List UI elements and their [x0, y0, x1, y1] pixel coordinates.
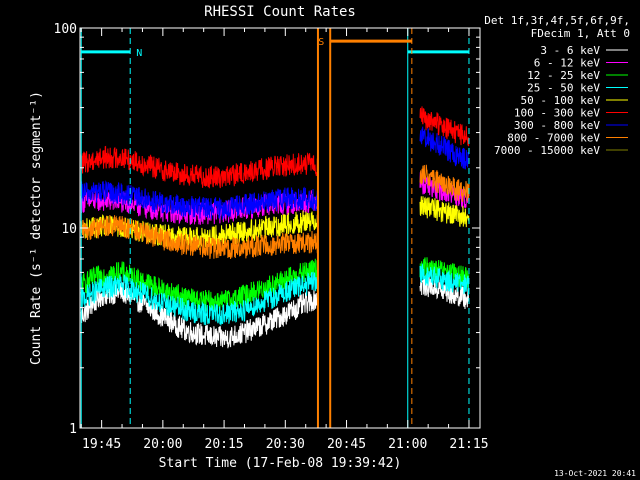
y-axis-label: Count Rate (s⁻¹ detector segment⁻¹)	[29, 91, 44, 365]
legend-label-6: 300 - 800 keV	[514, 119, 600, 132]
series-line-6-segment-0	[80, 180, 319, 221]
series-line-3-segment-1	[419, 263, 470, 296]
x-tick-label: 20:00	[143, 437, 182, 452]
x-tick-label: 21:00	[388, 437, 427, 452]
legend-label-3: 25 - 50 keV	[527, 82, 600, 95]
series-line-4-segment-1	[419, 196, 470, 228]
series-line-5-segment-1	[419, 106, 470, 147]
series-line-6-segment-1	[419, 126, 470, 170]
n-marker-label: N	[136, 48, 142, 59]
series-line-1-segment-1	[419, 172, 470, 209]
legend-label-5: 100 - 300 keV	[514, 107, 600, 120]
legend-header-1: Det 1f,3f,4f,5f,6f,9f,	[484, 14, 630, 27]
chart-title: RHESSI Count Rates	[204, 4, 356, 20]
series-line-2-segment-1	[419, 257, 470, 288]
x-tick-label: 20:45	[327, 437, 366, 452]
series-line-7-segment-0	[80, 215, 319, 260]
x-axis: 19:45 20:00 20:15 20:30 20:45 21:00 21:15	[80, 28, 489, 452]
series-line-2-segment-0	[80, 258, 319, 313]
y-axis: 1 10 100	[54, 22, 480, 437]
series-line-7-segment-1	[419, 164, 470, 202]
y-tick-label: 1	[69, 422, 77, 437]
y-tick-label: 10	[61, 222, 77, 237]
s-marker-label: S	[318, 37, 324, 48]
x-tick-label: 20:30	[266, 437, 305, 452]
x-axis-label: Start Time (17-Feb-08 19:39:42)	[159, 456, 402, 471]
x-tick-label: 20:15	[205, 437, 244, 452]
series-line-5-segment-0	[80, 145, 319, 189]
legend-header-2: FDecim 1, Att 0	[531, 27, 630, 40]
legend-label-8: 7000 - 15000 keV	[494, 144, 600, 157]
y-tick-label: 100	[54, 22, 77, 37]
legend-label-2: 12 - 25 keV	[527, 69, 600, 82]
series-line-0-segment-0	[80, 281, 319, 349]
x-tick-label: 21:15	[449, 437, 488, 452]
x-tick-label: 19:45	[82, 437, 121, 452]
series-line-0-segment-1	[419, 274, 470, 310]
legend-label-0: 3 - 6 keV	[540, 44, 600, 57]
legend-label-1: 6 - 12 keV	[534, 57, 601, 70]
series-line-3-segment-0	[80, 271, 319, 326]
footer-date: 13-Oct-2021 20:41	[554, 469, 636, 478]
plot-series	[80, 106, 470, 349]
legend-label-4: 50 - 100 keV	[521, 94, 601, 107]
legend-label-7: 800 - 7000 keV	[507, 132, 600, 145]
